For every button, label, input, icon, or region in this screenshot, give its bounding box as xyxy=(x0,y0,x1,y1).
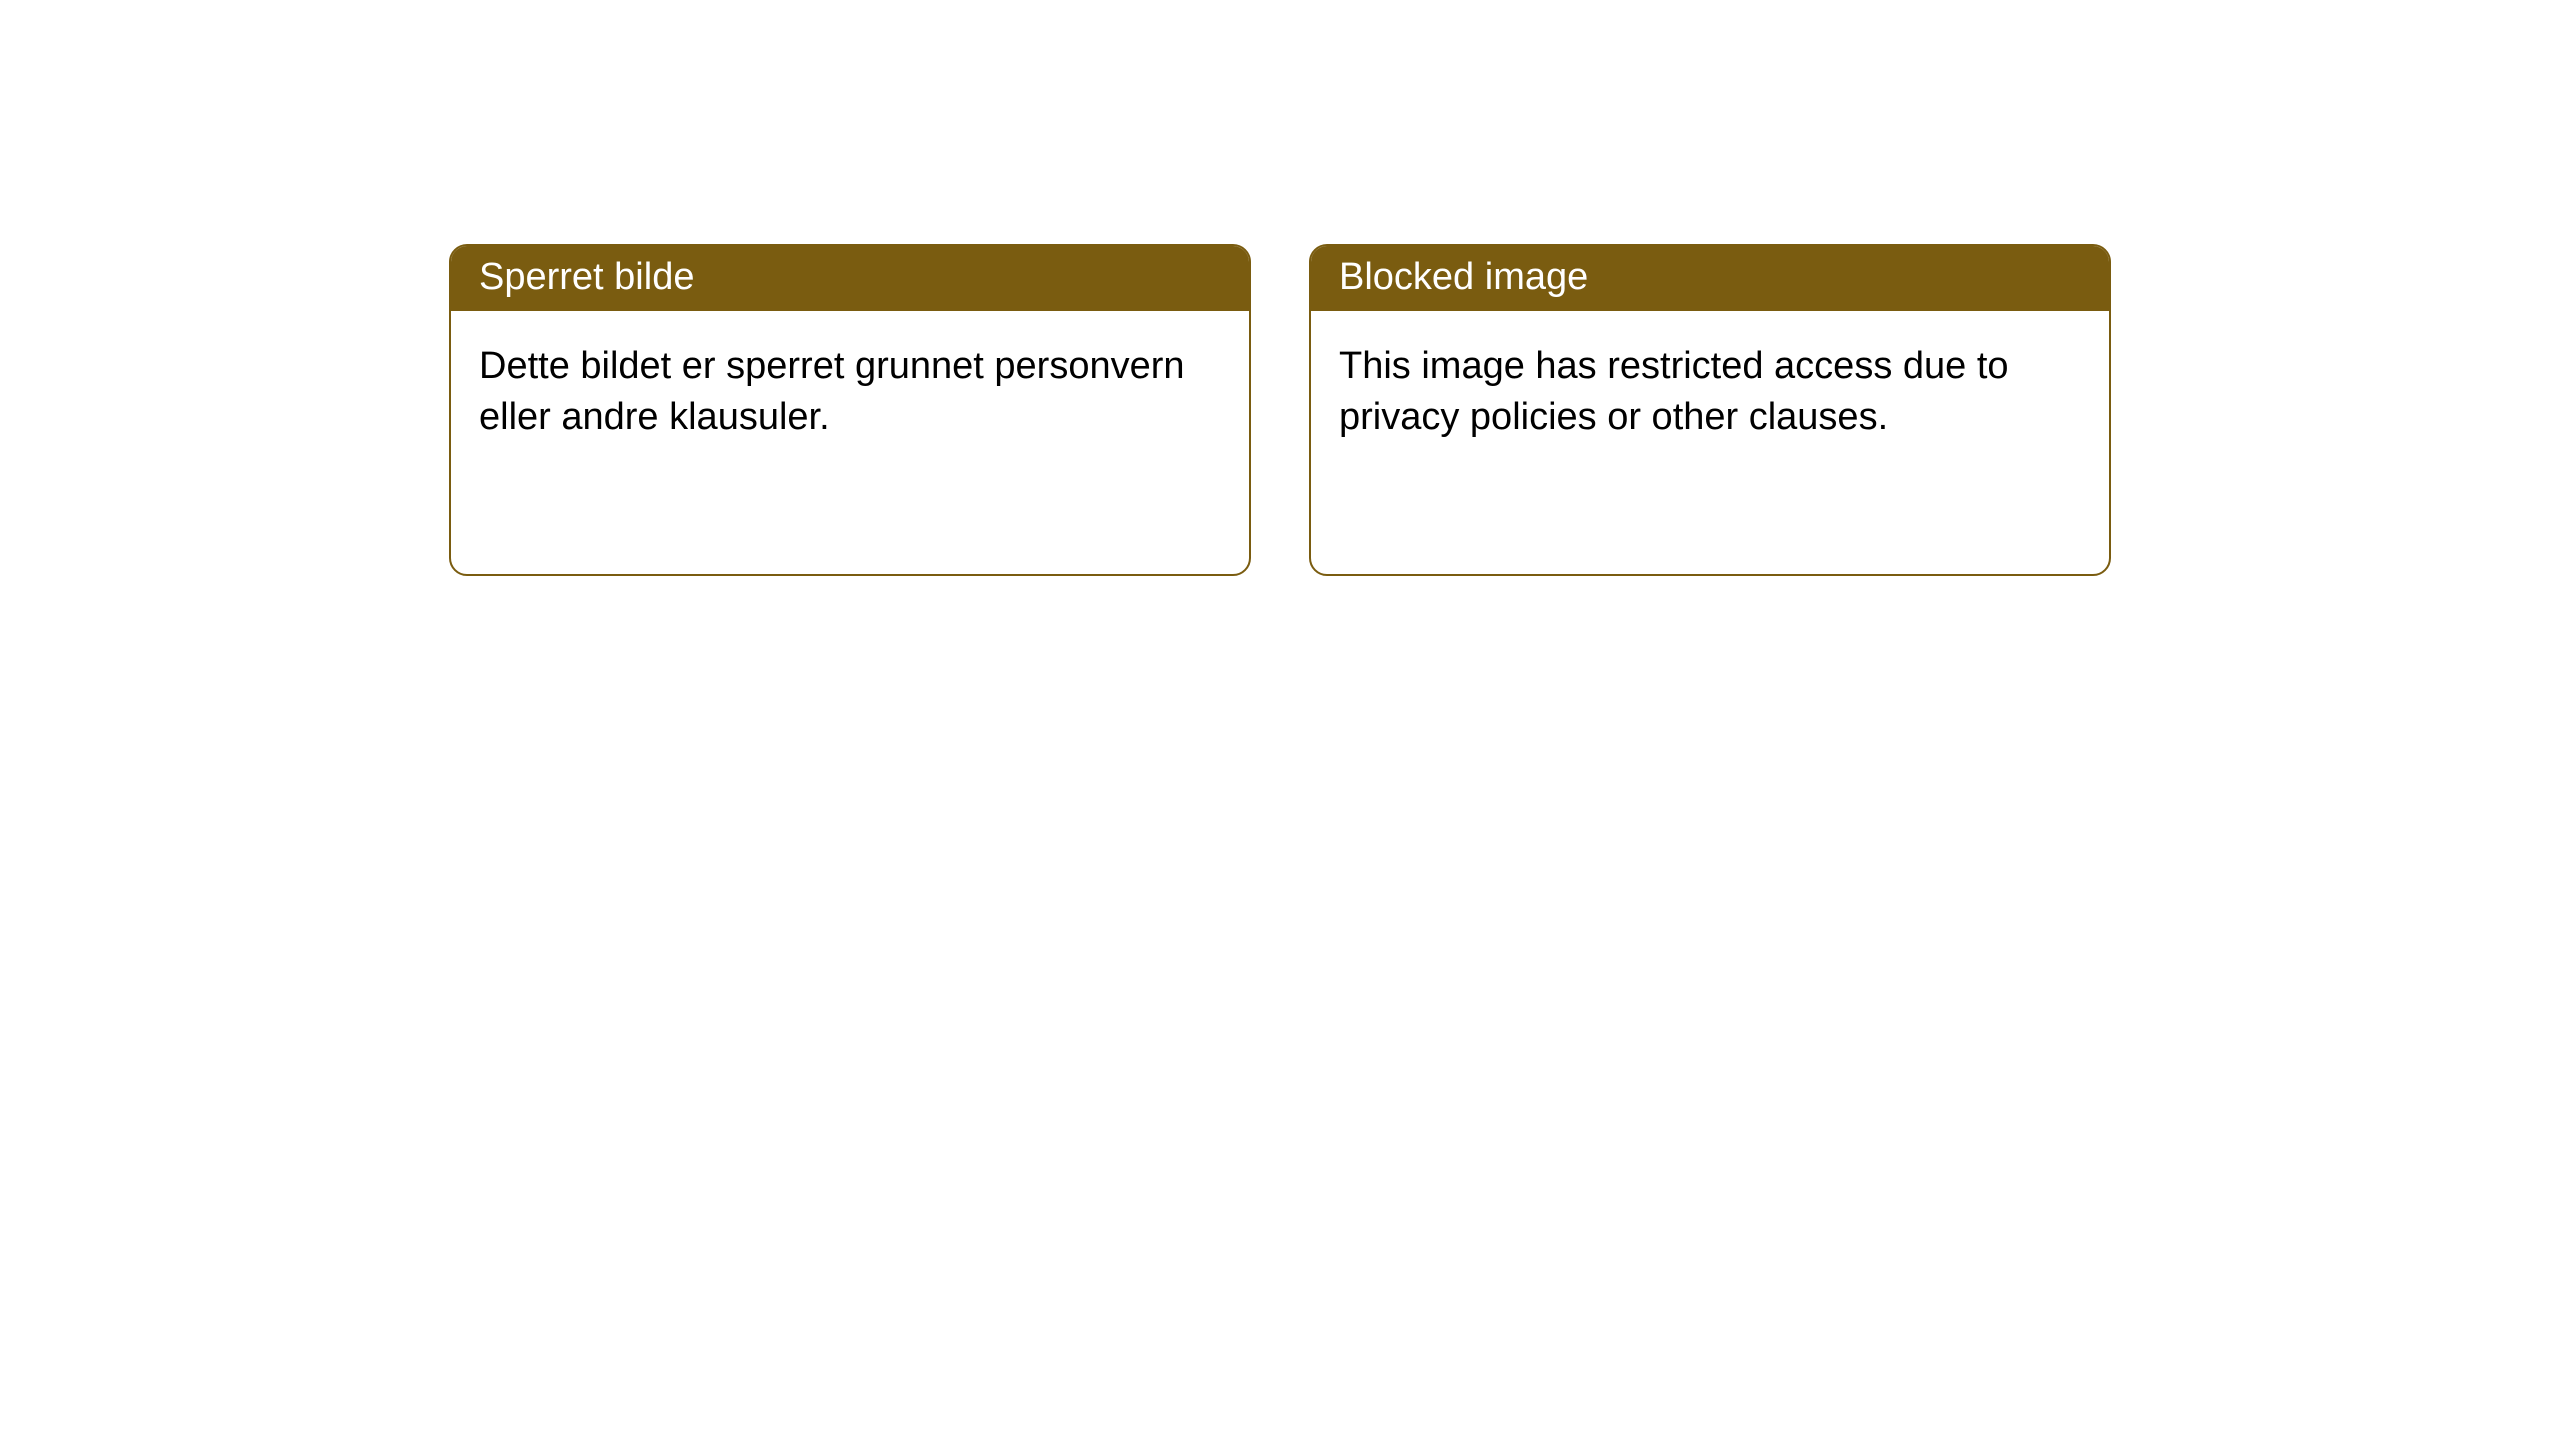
card-body-text: Dette bildet er sperret grunnet personve… xyxy=(451,311,1249,474)
notice-card-english: Blocked image This image has restricted … xyxy=(1309,244,2111,576)
blocked-image-notices: Sperret bilde Dette bildet er sperret gr… xyxy=(449,244,2111,1440)
card-header: Blocked image xyxy=(1311,246,2109,311)
card-header: Sperret bilde xyxy=(451,246,1249,311)
card-body-text: This image has restricted access due to … xyxy=(1311,311,2109,474)
notice-card-norwegian: Sperret bilde Dette bildet er sperret gr… xyxy=(449,244,1251,576)
